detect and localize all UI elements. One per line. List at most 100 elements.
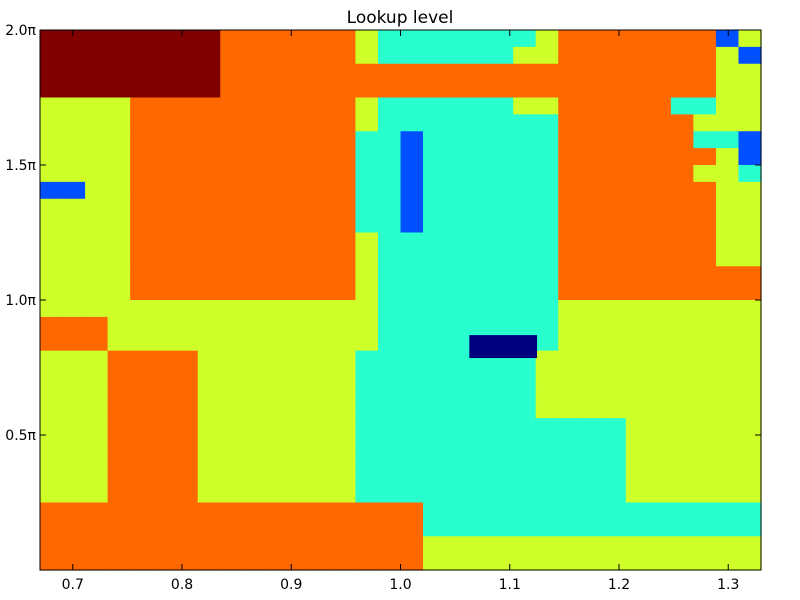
heatmap-cell — [40, 46, 64, 65]
heatmap-cell — [332, 485, 357, 504]
heatmap-cell — [648, 215, 672, 234]
heatmap-cell — [513, 266, 537, 284]
heatmap-cell — [558, 451, 582, 470]
heatmap-cell — [738, 46, 762, 65]
heatmap-cell — [220, 266, 244, 284]
heatmap-cell — [332, 451, 357, 470]
heatmap-cell — [242, 283, 266, 301]
heatmap-cell — [287, 367, 311, 385]
heatmap-cell — [693, 249, 717, 267]
heatmap-cell — [400, 148, 424, 166]
heatmap-cell — [197, 367, 221, 385]
heatmap-cell — [175, 266, 199, 284]
heatmap-cell — [445, 418, 469, 436]
heatmap-cell — [107, 418, 131, 436]
heatmap-cell — [468, 519, 492, 537]
x-tick-label: 0.9 — [280, 577, 302, 593]
heatmap-cell — [693, 384, 717, 402]
heatmap-cell — [332, 384, 357, 402]
heatmap-cell — [175, 300, 199, 318]
heatmap-cell — [130, 468, 154, 487]
heatmap-cell — [580, 485, 604, 504]
x-tick-label: 1.3 — [717, 577, 739, 593]
heatmap-cell — [377, 468, 402, 487]
heatmap-cell — [558, 30, 582, 48]
heatmap-cell — [715, 80, 740, 99]
heatmap-cell — [468, 131, 492, 149]
heatmap-cell — [513, 367, 537, 385]
heatmap-cell — [265, 283, 289, 301]
heatmap-cell — [287, 451, 311, 470]
heatmap-cell — [220, 198, 244, 217]
heatmap-cell — [715, 114, 740, 132]
heatmap-cell — [513, 63, 537, 82]
heatmap-cell — [423, 148, 447, 166]
heatmap-cell — [648, 198, 672, 217]
chart-title: Lookup level — [347, 8, 454, 28]
heatmap-cell — [310, 249, 334, 267]
heatmap-cell — [62, 283, 86, 301]
heatmap-cell — [152, 148, 176, 166]
heatmap-cell — [535, 435, 559, 453]
heatmap-cell — [513, 114, 537, 132]
heatmap-cell — [85, 266, 109, 284]
heatmap-cell — [580, 46, 604, 65]
heatmap-cell — [423, 97, 447, 115]
heatmap-cell — [152, 80, 176, 99]
heatmap-cell — [715, 350, 740, 369]
heatmap-cell — [310, 283, 334, 301]
heatmap-cell — [197, 384, 221, 402]
heatmap-cell — [535, 232, 559, 250]
heatmap-cell — [220, 30, 244, 48]
heatmap-cell — [197, 148, 221, 166]
heatmap-cell — [130, 451, 154, 470]
heatmap-cell — [468, 114, 492, 132]
heatmap-cell — [62, 30, 86, 48]
heatmap-cell — [738, 30, 762, 48]
heatmap-cell — [490, 384, 514, 402]
heatmap-cell — [423, 367, 447, 385]
heatmap-cell — [558, 401, 582, 419]
heatmap-cell — [603, 367, 627, 385]
heatmap-cell — [625, 468, 649, 487]
heatmap-cell — [377, 148, 402, 166]
heatmap-cell — [513, 401, 537, 419]
heatmap-cell — [287, 553, 311, 571]
heatmap-cell — [715, 300, 740, 318]
heatmap-cell — [130, 249, 154, 267]
heatmap-cell — [175, 451, 199, 470]
heatmap-cell — [62, 46, 86, 65]
heatmap-cell — [648, 165, 672, 183]
heatmap-cell — [265, 249, 289, 267]
heatmap-cell — [40, 232, 64, 250]
heatmap-cell — [445, 249, 469, 267]
heatmap-cell — [242, 401, 266, 419]
heatmap-cell — [580, 451, 604, 470]
heatmap-cell — [40, 198, 64, 217]
heatmap-cell — [670, 401, 695, 419]
heatmap-cell — [468, 80, 492, 99]
heatmap-cell — [197, 418, 221, 436]
heatmap-cell — [558, 198, 582, 217]
heatmap-cell — [535, 300, 559, 318]
heatmap-cell — [445, 232, 469, 250]
heatmap-cell — [693, 114, 717, 132]
heatmap-cell — [625, 333, 649, 352]
heatmap-cell — [535, 451, 559, 470]
heatmap-cell — [715, 333, 740, 352]
heatmap-cell — [287, 63, 311, 82]
heatmap-cell — [625, 553, 649, 571]
heatmap-cell — [287, 435, 311, 453]
heatmap-cell — [310, 30, 334, 48]
heatmap-cell — [535, 418, 559, 436]
heatmap-cell — [513, 46, 537, 65]
heatmap-cell — [265, 165, 289, 183]
heatmap-cell — [738, 367, 762, 385]
heatmap-cell — [468, 384, 492, 402]
heatmap-cell — [738, 553, 762, 571]
heatmap-cell — [355, 198, 379, 217]
heatmap-cell — [445, 502, 469, 520]
heatmap-cell — [175, 316, 199, 335]
heatmap-cell — [310, 80, 334, 99]
heatmap-cell — [175, 333, 199, 352]
